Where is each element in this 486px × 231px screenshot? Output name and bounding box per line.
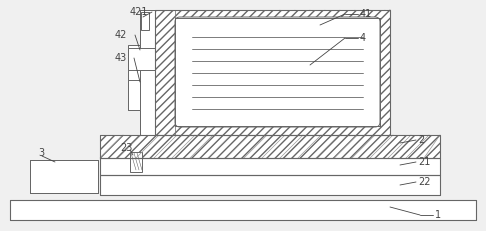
Text: 41: 41 [360,9,372,19]
Text: 4: 4 [360,33,366,43]
Bar [140,10,155,135]
Bar [155,10,175,135]
Bar [10,200,476,220]
Bar [30,160,98,193]
Text: 23: 23 [120,143,132,153]
Text: 3: 3 [38,148,44,158]
Text: 2: 2 [418,135,424,145]
Text: 1: 1 [435,210,441,220]
Bar [130,152,142,172]
Bar [175,18,380,126]
Text: 42: 42 [115,30,127,40]
Bar [141,12,149,30]
Text: 43: 43 [115,53,127,63]
Bar [100,135,440,158]
Text: 421: 421 [130,7,149,17]
FancyBboxPatch shape [175,17,380,127]
Bar [30,160,98,193]
Bar [175,18,380,126]
Bar [100,158,440,175]
Bar [100,175,440,195]
Bar [128,48,155,70]
Bar [128,80,140,110]
Bar [10,200,476,220]
Bar [100,158,440,175]
Bar [100,135,440,158]
Text: 21: 21 [418,157,431,167]
Bar [128,45,140,110]
Bar [155,10,390,135]
Bar [155,10,390,135]
Bar [100,175,440,195]
Text: 22: 22 [418,177,431,187]
